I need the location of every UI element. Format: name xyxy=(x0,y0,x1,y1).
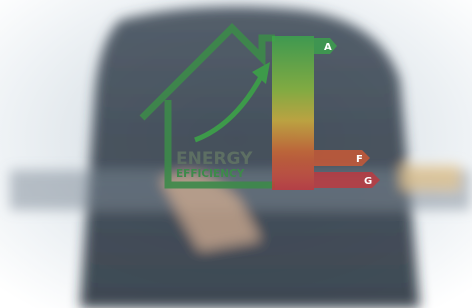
page: {"headline": ["ENERGY", "EFFICIENCY"], "… xyxy=(0,0,472,308)
rating-bars xyxy=(272,36,314,190)
photo: A F G ENERGY EFFICIENCY xyxy=(0,0,472,308)
rating-label: G xyxy=(364,176,372,187)
rating-label: F xyxy=(356,154,363,165)
rating-label: A xyxy=(324,42,332,53)
headline: ENERGY xyxy=(176,149,253,169)
headline: EFFICIENCY xyxy=(176,168,245,180)
